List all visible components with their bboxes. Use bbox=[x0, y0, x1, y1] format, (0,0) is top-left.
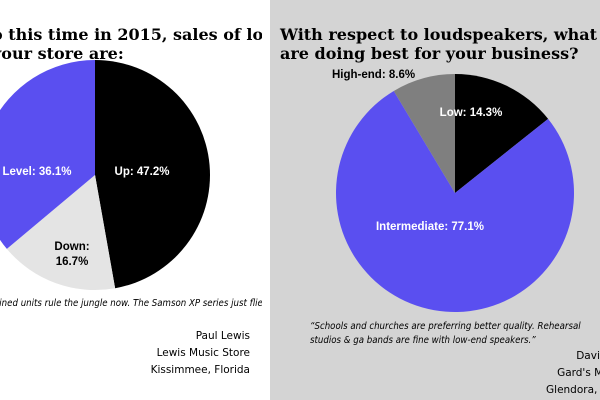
right-panel: With respect to loudspeakers, what price… bbox=[270, 0, 600, 400]
panel-divider bbox=[262, 0, 270, 400]
left-attribution-store: Lewis Music Store bbox=[156, 347, 250, 359]
left-question-line-2: your store are: bbox=[0, 44, 124, 63]
left-attribution-name: Paul Lewis bbox=[195, 330, 250, 342]
price-slice-intermediate bbox=[336, 90, 574, 312]
right-attribution-location: Glendora, Calif bbox=[546, 384, 600, 396]
sales-slice-up bbox=[95, 60, 210, 289]
high-end-label: High-end: 8.6% bbox=[332, 69, 416, 81]
left-attribution: Paul Lewis Lewis Music Store Kissimmee, … bbox=[151, 328, 250, 379]
left-panel: o this time in 2015, sales of loud- your… bbox=[0, 0, 262, 400]
right-attribution-store: Gard's Music bbox=[557, 367, 600, 379]
right-attribution-name: David St. bbox=[576, 350, 600, 362]
sales-label-up: Up: 47.2% bbox=[115, 166, 170, 178]
right-attribution: David St. Gard's Music Glendora, Calif bbox=[546, 348, 600, 399]
right-quote: “Schools and churches are preferring bet… bbox=[310, 321, 581, 346]
price-label-low: Low: 14.3% bbox=[440, 107, 503, 119]
left-attribution-location: Kissimmee, Florida bbox=[150, 364, 250, 376]
left-quote: ained units rule the jungle now. The Sam… bbox=[0, 298, 262, 309]
left-question-line-1: o this time in 2015, sales of loud- bbox=[0, 25, 262, 44]
price-label-intermediate: Intermediate: 77.1% bbox=[376, 221, 484, 233]
price-slice-high-end bbox=[393, 74, 455, 193]
sales-slice-down bbox=[6, 175, 116, 290]
right-question: With respect to loudspeakers, what price… bbox=[280, 25, 600, 63]
price-slice-low bbox=[455, 74, 549, 193]
right-question-line-1: With respect to loudspeakers, what price… bbox=[280, 25, 600, 44]
sales-label-down: Down: 16.7% bbox=[54, 241, 89, 268]
right-question-line-2: are doing best for your business? bbox=[280, 44, 579, 63]
price-point-pie-chart: Low: 14.3% Intermediate: 77.1% bbox=[336, 74, 574, 312]
sales-pie-chart: Up: 47.2% Down: 16.7% Level: 36.1% bbox=[0, 60, 210, 290]
sales-label-level: Level: 36.1% bbox=[2, 166, 71, 178]
sales-slice-level bbox=[0, 60, 95, 249]
left-question: o this time in 2015, sales of loud- your… bbox=[0, 25, 262, 63]
